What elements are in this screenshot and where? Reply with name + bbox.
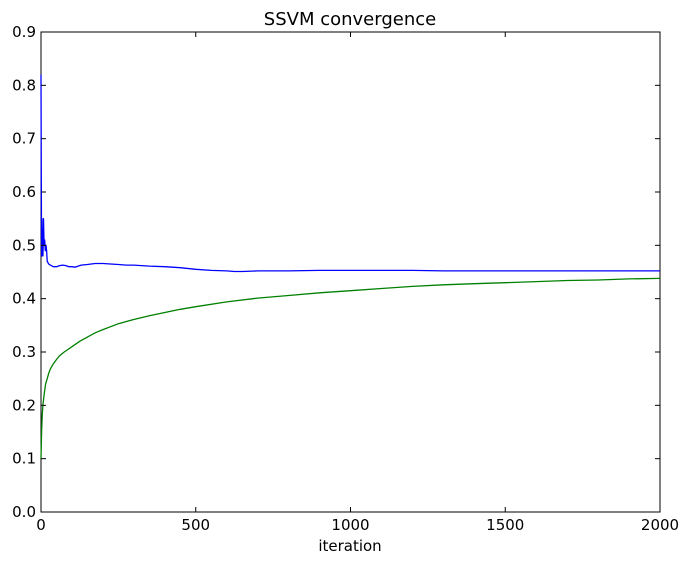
y-tick-label: 0.1: [12, 450, 36, 468]
y-tick-label: 0.5: [12, 236, 36, 254]
series-line-1: [40, 74, 660, 273]
y-tick-label: 0.2: [12, 396, 36, 414]
series-layer: [40, 74, 661, 459]
y-tick-label: 0.6: [12, 183, 36, 201]
x-axis-label: iteration: [318, 537, 381, 555]
chart-title: SSVM convergence: [264, 9, 436, 30]
x-tick-label: 0: [36, 516, 46, 534]
y-tick-label: 0.8: [12, 76, 36, 94]
y-tick-label: 0.4: [12, 290, 36, 308]
x-tick-label: 2000: [641, 516, 679, 534]
y-tick-label: 0.9: [12, 23, 36, 41]
x-axis: 0 500 1000 1500 2000: [36, 32, 679, 534]
plot-area: [40, 31, 661, 513]
x-tick-label: 500: [181, 516, 210, 534]
x-tick-label: 1000: [331, 516, 369, 534]
series-line-2: [40, 277, 661, 459]
y-tick-label: 0.0: [12, 503, 36, 521]
y-axis: 0.0 0.1 0.2 0.3 0.4 0.5 0.6 0.7 0.8 0.9: [12, 23, 660, 521]
y-tick-label: 0.7: [12, 130, 36, 148]
plot-frame: [40, 31, 661, 513]
y-tick-label: 0.3: [12, 343, 36, 361]
x-tick-label: 1500: [486, 516, 524, 534]
